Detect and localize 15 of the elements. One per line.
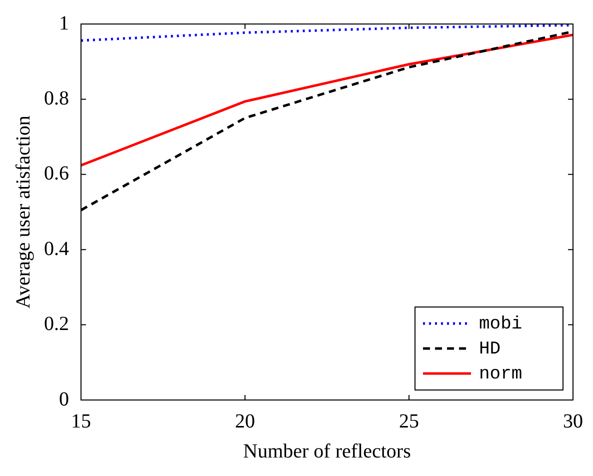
y-tick-label: 0.6 [44, 162, 69, 185]
y-tick-label: 0.8 [44, 87, 69, 110]
legend-label: norm [479, 364, 522, 384]
legend-label: HD [479, 339, 501, 360]
y-tick-label: 0 [59, 388, 69, 410]
x-tick-label: 30 [563, 410, 583, 432]
x-tick-label: 25 [399, 410, 419, 432]
y-tick-label: 0.4 [44, 238, 69, 260]
x-tick-label: 15 [71, 410, 91, 432]
y-axis-title: Average user atisfaction [12, 116, 34, 308]
y-tick-label: 1 [59, 12, 69, 34]
x-axis-title: Number of reflectors [243, 440, 412, 462]
legend-label: mobi [479, 314, 522, 334]
x-tick-label: 20 [235, 410, 255, 432]
y-tick-label: 0.2 [44, 313, 69, 336]
